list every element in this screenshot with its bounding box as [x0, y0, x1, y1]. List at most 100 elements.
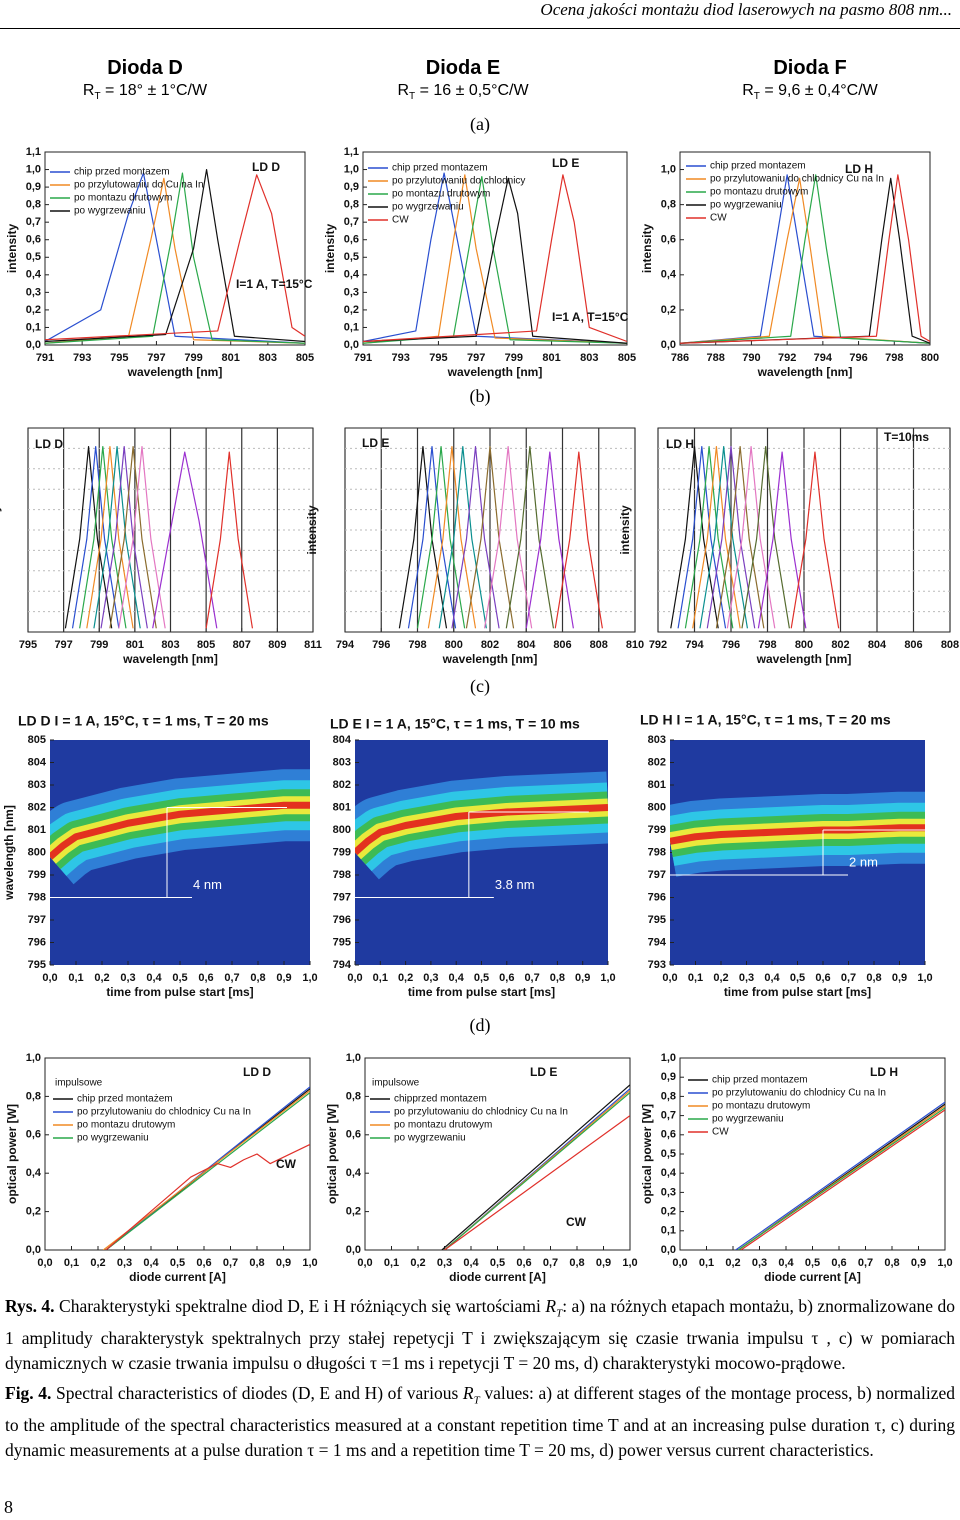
- y-axis-label: intensity: [640, 224, 654, 274]
- series-line: [740, 1109, 945, 1250]
- x-tick-label: 0,1: [384, 1257, 399, 1269]
- column-rt: RT = 16 ± 0,5°C/W: [313, 80, 613, 108]
- y-tick-label: 0,4: [344, 269, 360, 281]
- y-tick-label: 801: [28, 824, 46, 836]
- y-tick-label: 0,6: [346, 1129, 361, 1141]
- column-rt: RT = 18° ± 1°C/W: [0, 80, 295, 108]
- series-line: [680, 174, 930, 344]
- y-tick-label: 797: [333, 891, 351, 903]
- annotation: CW: [566, 1215, 587, 1229]
- x-tick-label: 0,6: [831, 1257, 846, 1269]
- legend-label: po przylutowaniu do chlodnicy: [392, 176, 525, 187]
- series-line: [205, 451, 254, 629]
- x-axis-label: wavelength [nm]: [122, 652, 218, 666]
- x-tick-label: 0,7: [858, 1257, 873, 1269]
- series-line: [152, 451, 218, 629]
- series-line: [45, 172, 305, 344]
- series-line: [79, 445, 127, 629]
- contour-band: [670, 824, 925, 845]
- rt-sub: T: [94, 91, 101, 103]
- page-number: 8: [4, 1497, 13, 1517]
- caption-text: Charakterystyki spektralne diod D, E i H…: [59, 1296, 541, 1316]
- x-tick-label: 801: [542, 352, 560, 364]
- legend-label: CW: [392, 215, 409, 226]
- y-tick-label: 0,4: [661, 269, 677, 281]
- x-tick-label: 807: [233, 639, 251, 651]
- x-tick-label: 0,7: [543, 1257, 558, 1269]
- x-tick-label: 0,6: [516, 1257, 531, 1269]
- y-tick-label: 798: [28, 891, 46, 903]
- series-line: [699, 445, 749, 629]
- y-tick-label: 0,7: [26, 216, 41, 228]
- x-tick-label: 798: [885, 352, 903, 364]
- y-tick-label: 799: [648, 824, 666, 836]
- series-line: [363, 174, 627, 344]
- y-tick-label: 803: [28, 779, 46, 791]
- legend-label: po przylutowaniu do Cu na In: [74, 180, 204, 191]
- legend-title: impulsowe: [55, 1078, 103, 1089]
- y-tick-label: 0,9: [661, 1071, 676, 1083]
- x-tick-label: 800: [795, 639, 813, 651]
- x-tick-label: 0,4: [463, 1257, 479, 1269]
- x-tick-label: 0,4: [143, 1257, 159, 1269]
- y-tick-label: 0,4: [26, 1167, 42, 1179]
- y-tick-label: 800: [28, 846, 46, 858]
- x-tick-label: 798: [758, 639, 776, 651]
- x-tick-label: 0,7: [223, 1257, 238, 1269]
- x-tick-label: 0,5: [790, 972, 805, 984]
- x-tick-label: 791: [354, 352, 372, 364]
- x-tick-label: 0,3: [423, 972, 438, 984]
- y-tick-label: 0,4: [26, 269, 42, 281]
- x-tick-label: 809: [268, 639, 286, 651]
- series-line: [680, 177, 930, 344]
- y-tick-label: 0,4: [346, 1167, 362, 1179]
- annotation: LD D: [252, 160, 280, 174]
- x-tick-label: 798: [408, 639, 426, 651]
- x-tick-label: 0,5: [474, 972, 489, 984]
- caption-label: Fig. 4.: [5, 1383, 52, 1403]
- y-axis-label: intensity: [323, 224, 337, 274]
- rt-symbol: R: [742, 82, 754, 99]
- annotation: I=1 A, T=15°C: [552, 310, 629, 324]
- x-tick-label: 799: [184, 352, 202, 364]
- annotation: LD D: [35, 437, 63, 451]
- x-tick-label: 805: [618, 352, 636, 364]
- x-tick-label: 1,0: [302, 1257, 317, 1269]
- series-line: [427, 445, 477, 629]
- x-tick-label: 0,6: [815, 972, 830, 984]
- annotation: LD H: [870, 1065, 898, 1079]
- x-tick-label: 1,0: [622, 1257, 637, 1269]
- y-tick-label: 795: [333, 936, 351, 948]
- x-tick-label: 792: [778, 352, 796, 364]
- y-tick-label: 0,8: [26, 1090, 41, 1102]
- x-axis-label: time from pulse start [ms]: [106, 985, 253, 999]
- x-tick-label: 0,7: [524, 972, 539, 984]
- annotation: LD H: [845, 162, 873, 176]
- series-line: [71, 445, 120, 629]
- x-tick-label: 794: [814, 352, 833, 364]
- y-tick-label: 0,4: [661, 1167, 677, 1179]
- y-tick-label: 795: [648, 914, 666, 926]
- rt-symbol: R: [82, 82, 95, 99]
- x-tick-label: 0,0: [357, 1257, 372, 1269]
- y-axis-label: wavelength [nm]: [2, 805, 16, 901]
- column-rt: RT = 9,6 ± 0,4°C/W: [660, 80, 960, 108]
- series-line: [363, 174, 627, 343]
- x-axis-label: wavelength [nm]: [127, 365, 223, 379]
- series-line: [465, 445, 515, 629]
- caption-text: : a) na różnych etapach montażu, b) znor…: [5, 1296, 956, 1373]
- x-tick-label: 799: [90, 639, 108, 651]
- x-tick-label: 803: [161, 639, 179, 651]
- y-tick-label: 0,2: [26, 304, 41, 316]
- y-tick-label: 800: [648, 801, 666, 813]
- y-tick-label: 0,0: [26, 339, 41, 351]
- y-tick-label: 0,6: [661, 1129, 676, 1141]
- y-tick-label: 794: [333, 959, 352, 971]
- x-tick-label: 0,1: [373, 972, 388, 984]
- y-tick-label: 1,1: [344, 146, 359, 158]
- y-tick-label: 0,5: [661, 1148, 676, 1160]
- x-tick-label: 800: [445, 639, 463, 651]
- legend-label: CW: [712, 1127, 729, 1138]
- chart-title: LD E I = 1 A, 15°C, τ = 1 ms, T = 10 ms: [330, 716, 580, 732]
- series-line: [45, 168, 305, 343]
